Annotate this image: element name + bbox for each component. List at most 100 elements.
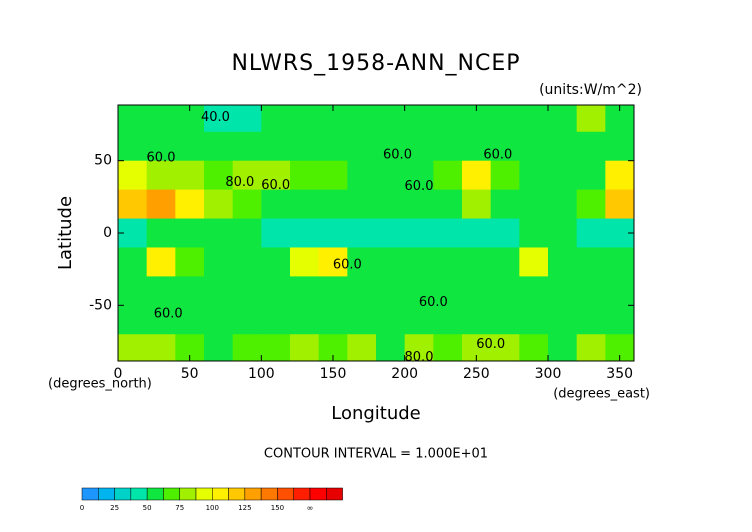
colorbar-swatch xyxy=(195,487,213,501)
field-cell xyxy=(146,334,176,362)
field-cell xyxy=(576,247,606,277)
field-cell xyxy=(462,305,492,335)
field-cell xyxy=(347,218,377,248)
field-cell xyxy=(490,131,520,162)
field-cell xyxy=(175,218,205,248)
field-cell xyxy=(347,247,377,277)
field-cell xyxy=(433,305,463,335)
field-cell xyxy=(404,276,434,306)
field-cell xyxy=(261,105,291,133)
field-cell xyxy=(118,305,148,335)
field-cell xyxy=(204,247,234,277)
field-cell xyxy=(433,247,463,277)
field-cell xyxy=(318,218,348,248)
colorbar-swatch xyxy=(98,487,115,501)
field-cell xyxy=(261,276,291,306)
field-cell xyxy=(605,160,635,191)
field-cell xyxy=(404,247,434,277)
field-cell xyxy=(175,276,205,306)
field-cell xyxy=(519,218,549,248)
colorbar-swatch xyxy=(146,487,164,501)
field-cell xyxy=(290,189,320,220)
footnote: CONTOUR INTERVAL = 1.000E+01 xyxy=(264,447,488,462)
field-cell xyxy=(519,160,549,191)
field-cell xyxy=(404,105,434,133)
contour-label: 60.0 xyxy=(147,150,176,165)
field-cell xyxy=(318,305,348,335)
field-cell xyxy=(462,218,492,248)
contour-label: 60.0 xyxy=(333,257,362,272)
field-cell xyxy=(490,305,520,335)
field-cell xyxy=(404,334,434,362)
field-cell xyxy=(376,247,406,277)
field-cell xyxy=(175,305,205,335)
colorbar-swatch xyxy=(228,487,246,501)
field-cell xyxy=(490,276,520,306)
field-cell xyxy=(404,218,434,248)
colorbar-swatch xyxy=(260,487,278,501)
field-cell xyxy=(290,247,320,277)
field-cell xyxy=(376,305,406,335)
contour-label: 60.0 xyxy=(405,179,434,194)
field-cell xyxy=(376,160,406,191)
colorbar-swatch xyxy=(130,487,148,501)
field-cell xyxy=(175,131,205,162)
field-cell xyxy=(146,276,176,306)
colorbar-swatch xyxy=(163,487,180,501)
x-tick-label: 350 xyxy=(606,366,633,382)
colorbar-label: 75 xyxy=(175,504,184,512)
field-cell xyxy=(118,334,148,362)
field-cell xyxy=(548,305,578,335)
field-cell xyxy=(290,131,320,162)
field-cell xyxy=(404,305,434,335)
field-cell xyxy=(318,276,348,306)
field-cell xyxy=(318,247,348,277)
colorbar-swatch xyxy=(244,487,262,501)
field-cell xyxy=(605,131,635,162)
field-cell xyxy=(318,131,348,162)
field-cell xyxy=(605,189,635,220)
field-cell xyxy=(347,305,377,335)
field-cell xyxy=(347,160,377,191)
colorbar-swatch xyxy=(212,487,229,501)
field-cell xyxy=(261,305,291,335)
field-cell xyxy=(548,334,578,362)
field-cell xyxy=(118,105,148,133)
field-cell xyxy=(519,276,549,306)
field-cell xyxy=(548,276,578,306)
field-cell xyxy=(118,247,148,277)
field-cell xyxy=(232,189,262,220)
field-cell xyxy=(490,247,520,277)
field-cell xyxy=(519,247,549,277)
field-cell xyxy=(433,131,463,162)
field-cell xyxy=(576,334,606,362)
field-cell xyxy=(204,189,234,220)
colorbar-swatch xyxy=(81,487,99,501)
x-tick-label: 300 xyxy=(535,366,562,382)
field-cell xyxy=(433,160,463,191)
x-tick-label: 0 xyxy=(114,366,123,382)
field-cell xyxy=(490,334,520,362)
field-cell xyxy=(232,305,262,335)
field-cell xyxy=(261,247,291,277)
contour-label: 60.0 xyxy=(261,178,290,193)
field-cell xyxy=(146,160,176,191)
x-tick-label: 100 xyxy=(248,366,275,382)
field-cell xyxy=(290,334,320,362)
field-cell xyxy=(576,276,606,306)
field-cell xyxy=(376,276,406,306)
contour-label: 40.0 xyxy=(201,110,230,125)
field-cell xyxy=(347,189,377,220)
field-cell xyxy=(146,105,176,133)
field-cell xyxy=(519,105,549,133)
colorbar-label: 125 xyxy=(238,504,251,512)
field-cell xyxy=(290,218,320,248)
field-cell xyxy=(146,247,176,277)
field-cell xyxy=(548,131,578,162)
contour-label: 60.0 xyxy=(154,306,183,321)
field-cell xyxy=(376,189,406,220)
colorbar-swatch xyxy=(293,487,311,501)
field-cell xyxy=(548,105,578,133)
field-cell xyxy=(404,160,434,191)
field-cell xyxy=(118,276,148,306)
